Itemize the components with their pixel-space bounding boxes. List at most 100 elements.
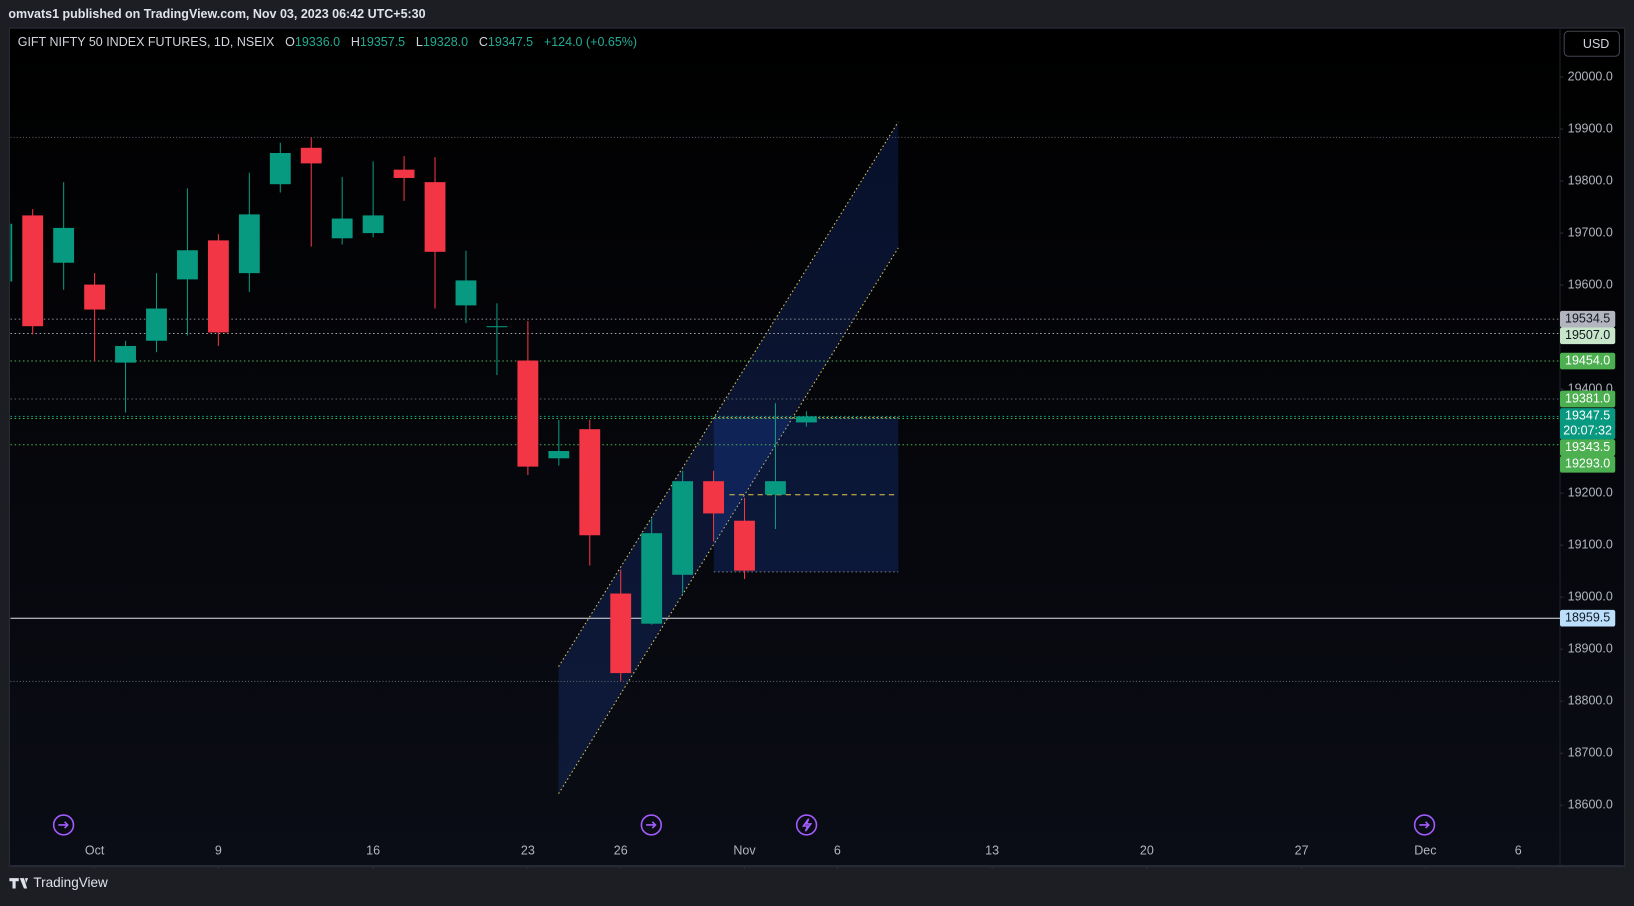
legend-key: H	[350, 34, 360, 49]
price-label: 19454.0	[1565, 353, 1610, 367]
legend-change: +124.0 (+0.65%)	[543, 34, 638, 49]
y-tick-label: 19900.0	[1568, 121, 1613, 135]
event-icon-arrow	[58, 821, 69, 829]
x-tick-label: Dec	[1414, 843, 1436, 857]
price-label: 19507.0	[1565, 328, 1610, 342]
candle-body	[238, 214, 260, 274]
price-label-bg	[1560, 439, 1616, 457]
event-icon-arrow	[646, 821, 657, 829]
x-tick-label: 23	[521, 843, 535, 857]
brand-name: TradingView	[33, 875, 108, 890]
legend-symbol: GIFT NIFTY 50 INDEX FUTURES, 1D, NSEIX	[17, 34, 275, 49]
candle-body	[610, 593, 632, 674]
axes: 18600.0 18700.0 18800.0 18900.0 19000.0 19100…	[85, 69, 1613, 869]
event-icon[interactable]	[795, 814, 818, 836]
candle-body	[362, 215, 384, 234]
candle-body	[795, 416, 817, 423]
channel-fill	[558, 121, 899, 794]
legend-key: O	[285, 34, 295, 49]
price-label-bg	[1560, 609, 1616, 627]
y-tick-label: 19100.0	[1568, 537, 1613, 551]
event-icons	[52, 814, 1436, 836]
y-tick-label: 19200.0	[1568, 485, 1613, 499]
candle-body	[424, 182, 446, 252]
currency-button[interactable]	[1563, 30, 1620, 57]
candle-body	[269, 153, 291, 185]
price-labels: 19534.5 19507.0 19454.0 19381.0 19347.520:07…	[1560, 310, 1616, 627]
brand-logo	[9, 878, 29, 889]
candle-body	[548, 451, 570, 459]
x-tick-label: Oct	[85, 843, 105, 857]
candle-body	[22, 215, 44, 327]
candle-body	[331, 218, 353, 239]
candle-body	[53, 227, 75, 263]
x-tick-label: 27	[1295, 843, 1309, 857]
price-lines	[10, 136, 1561, 682]
candle-body	[10, 223, 13, 282]
candle-body	[393, 169, 415, 178]
y-tick-label: 20000.0	[1568, 69, 1613, 83]
y-tick-label: 18800.0	[1568, 693, 1613, 707]
price-label: 19343.5	[1565, 440, 1610, 454]
y-tick-label: 18600.0	[1568, 798, 1613, 812]
candle-body	[579, 429, 601, 536]
channel-lower	[558, 247, 899, 794]
candle-body	[672, 481, 694, 575]
candle-body	[207, 240, 229, 333]
price-label: 19534.5	[1565, 311, 1610, 325]
price-label-bg	[1560, 310, 1616, 328]
candle-body	[455, 280, 477, 306]
legend-key: L	[415, 34, 423, 49]
y-tick-label: 19000.0	[1568, 589, 1613, 603]
event-icon-bolt	[801, 818, 813, 832]
legend-value: 19336.0	[294, 34, 341, 49]
price-label-bg	[1560, 352, 1616, 370]
candle-body	[177, 250, 198, 280]
candle-body	[115, 345, 136, 363]
candles	[10, 137, 817, 682]
price-label: 19293.0	[1565, 457, 1610, 471]
candle-body	[486, 326, 508, 328]
price-label-bg	[1560, 456, 1616, 473]
legend-value: 19347.5	[487, 34, 534, 49]
candle-body	[641, 533, 663, 624]
price-label: 19347.5	[1565, 409, 1610, 423]
y-tick-label: 19700.0	[1568, 225, 1613, 239]
y-tick-label: 18700.0	[1568, 745, 1613, 759]
event-icon[interactable]	[640, 814, 662, 836]
candle-body	[703, 481, 724, 514]
header-text: omvats1 published on TradingView.com, No…	[8, 7, 425, 21]
y-tick-label: 19600.0	[1568, 277, 1613, 291]
legend-key: C	[478, 34, 488, 49]
currency-label[interactable]: USD	[1583, 37, 1609, 51]
candle-body	[517, 360, 539, 467]
price-label: 19381.0	[1565, 391, 1610, 405]
x-tick-label: 20	[1140, 843, 1154, 857]
event-icon[interactable]	[1413, 814, 1436, 836]
y-tick-label: 19800.0	[1568, 173, 1613, 187]
legend-value: 19328.0	[422, 34, 469, 49]
x-tick-label: 16	[366, 843, 380, 857]
countdown-label: 20:07:32	[1563, 423, 1612, 437]
candle-body	[300, 147, 322, 164]
legend: GIFT NIFTY 50 INDEX FUTURES, 1D, NSEIX O…	[18, 34, 645, 49]
candle-body	[765, 481, 786, 495]
legend-value: 19357.5	[359, 34, 406, 49]
price-label: 18959.5	[1565, 611, 1610, 625]
x-tick-label: 26	[614, 843, 628, 857]
x-tick-label: 6	[834, 843, 841, 857]
candle-body	[146, 308, 167, 341]
candle-body	[734, 520, 755, 571]
y-tick-label: 18900.0	[1568, 641, 1613, 655]
channel-upper	[558, 121, 899, 667]
event-icon[interactable]	[52, 814, 75, 836]
price-label-bg	[1560, 408, 1616, 440]
price-label-bg	[1560, 390, 1616, 408]
event-icon-arrow	[1419, 821, 1430, 829]
x-tick-label: Nov	[733, 843, 756, 857]
candle-body	[84, 284, 106, 310]
x-tick-label: 6	[1515, 843, 1522, 857]
x-tick-label: 13	[985, 843, 999, 857]
